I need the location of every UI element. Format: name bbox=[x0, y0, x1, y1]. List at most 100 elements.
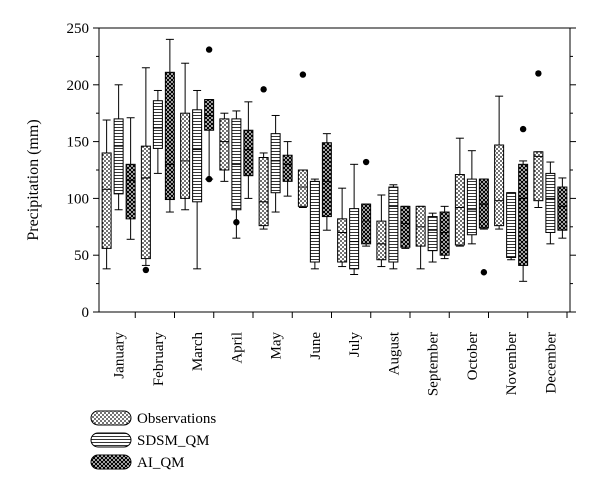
box-iqr bbox=[533, 151, 544, 202]
y-tick-label: 200 bbox=[67, 78, 90, 94]
x-tick-label: April bbox=[229, 332, 245, 364]
x-axis: January February March April May June July Augu… bbox=[112, 312, 568, 396]
box-ai-qm-december bbox=[557, 177, 568, 239]
box-observations-november bbox=[494, 95, 505, 230]
y-tick-label: 100 bbox=[67, 191, 90, 207]
box-observations-february bbox=[140, 67, 151, 274]
x-tick-label: December bbox=[543, 332, 559, 394]
box-iqr bbox=[388, 186, 399, 263]
box-iqr bbox=[321, 142, 332, 218]
box-iqr bbox=[415, 205, 426, 247]
box-observations-july bbox=[337, 187, 348, 268]
legend-swatch-ai-qm bbox=[90, 454, 132, 470]
box-iqr bbox=[180, 112, 191, 199]
box-observations-october bbox=[454, 137, 465, 247]
x-tick-label: August bbox=[386, 331, 402, 375]
box-sdsm-qm-february bbox=[152, 89, 163, 174]
box-observations-august bbox=[376, 194, 387, 268]
box-observations-may bbox=[258, 86, 269, 230]
outlier-point bbox=[535, 70, 542, 77]
legend-label-observations: Observations bbox=[137, 411, 216, 427]
x-tick-label: June bbox=[308, 332, 324, 360]
box-iqr bbox=[349, 208, 360, 270]
legend-swatch-observations bbox=[90, 410, 132, 426]
box-observations-december bbox=[533, 70, 544, 208]
box-sdsm-qm-october bbox=[466, 150, 477, 245]
box-observations-june bbox=[297, 71, 308, 208]
box-sdsm-qm-september bbox=[427, 212, 438, 263]
x-tick-label: January bbox=[112, 332, 128, 379]
legend: Observations SDSM_QM AI_QM bbox=[90, 410, 216, 471]
box-iqr bbox=[270, 133, 281, 194]
box-ai-qm-september bbox=[439, 205, 450, 260]
box-iqr bbox=[297, 169, 308, 207]
y-tick-label: 250 bbox=[67, 21, 90, 37]
outlier-point bbox=[299, 71, 307, 78]
box-iqr bbox=[309, 180, 320, 263]
x-tick-label: February bbox=[151, 332, 167, 387]
y-tick-label: 0 bbox=[82, 305, 90, 321]
box-observations-april bbox=[219, 112, 230, 182]
box-sdsm-qm-august bbox=[388, 184, 399, 270]
legend-swatch-sdsm-qm bbox=[90, 432, 132, 448]
box-ai-qm-july bbox=[361, 158, 372, 247]
y-tick-label: 150 bbox=[67, 135, 90, 151]
x-tick-label: May bbox=[269, 332, 285, 360]
box-observations-september bbox=[415, 205, 426, 270]
box-iqr bbox=[125, 163, 136, 220]
box-iqr bbox=[454, 174, 465, 246]
box-iqr bbox=[478, 178, 489, 229]
box-sdsm-qm-march bbox=[192, 89, 203, 270]
box-ai-qm-october bbox=[478, 178, 489, 276]
outlier-point bbox=[362, 158, 370, 166]
box-iqr bbox=[439, 211, 450, 256]
box-iqr bbox=[140, 145, 151, 260]
box-iqr bbox=[101, 152, 112, 249]
box-ai-qm-june bbox=[321, 133, 332, 231]
box-iqr bbox=[204, 99, 215, 131]
box-ai-qm-february bbox=[164, 38, 175, 213]
legend-label-ai-qm: AI_QM bbox=[137, 455, 185, 471]
box-ai-qm-may bbox=[282, 141, 293, 197]
box-sdsm-qm-june bbox=[309, 178, 320, 270]
outlier-point bbox=[260, 86, 267, 93]
box-sdsm-qm-april bbox=[231, 110, 242, 239]
box-ai-qm-march bbox=[204, 46, 215, 183]
x-tick-label: November bbox=[504, 332, 520, 395]
y-axis: 0 50 100 150 200 250 bbox=[67, 21, 576, 321]
outlier-point bbox=[205, 46, 213, 53]
outlier-point bbox=[205, 175, 213, 183]
box-ai-qm-august bbox=[400, 205, 411, 249]
box-iqr bbox=[113, 118, 124, 195]
box-iqr bbox=[466, 178, 477, 236]
box-ai-qm-january bbox=[125, 117, 136, 240]
box-observations-march bbox=[180, 62, 191, 211]
box-iqr bbox=[152, 100, 163, 149]
box-iqr bbox=[192, 109, 203, 203]
x-tick-label: October bbox=[465, 332, 481, 380]
box-sdsm-qm-july bbox=[349, 163, 360, 276]
box-iqr bbox=[164, 71, 175, 201]
box-iqr bbox=[219, 118, 230, 171]
y-axis-title: Precipitation (mm) bbox=[25, 119, 42, 240]
box-iqr bbox=[506, 192, 517, 258]
box-iqr bbox=[376, 220, 387, 261]
box-sdsm-qm-january bbox=[113, 84, 124, 211]
outlier-point bbox=[519, 125, 527, 133]
box-iqr bbox=[400, 205, 411, 248]
box-iqr bbox=[243, 129, 254, 177]
box-iqr bbox=[427, 216, 438, 252]
outlier-point bbox=[142, 266, 150, 274]
box-sdsm-qm-november bbox=[506, 192, 517, 261]
box-sdsm-qm-may bbox=[270, 114, 281, 213]
y-tick-label: 50 bbox=[74, 248, 89, 264]
outlier-point bbox=[233, 219, 240, 226]
box-ai-qm-november bbox=[518, 125, 529, 282]
outlier-point bbox=[480, 269, 488, 276]
box-iqr bbox=[361, 203, 372, 245]
box-iqr bbox=[282, 154, 293, 182]
x-tick-label: September bbox=[426, 332, 442, 396]
box-iqr bbox=[494, 144, 505, 227]
legend-label-sdsm-qm: SDSM_QM bbox=[137, 433, 210, 449]
